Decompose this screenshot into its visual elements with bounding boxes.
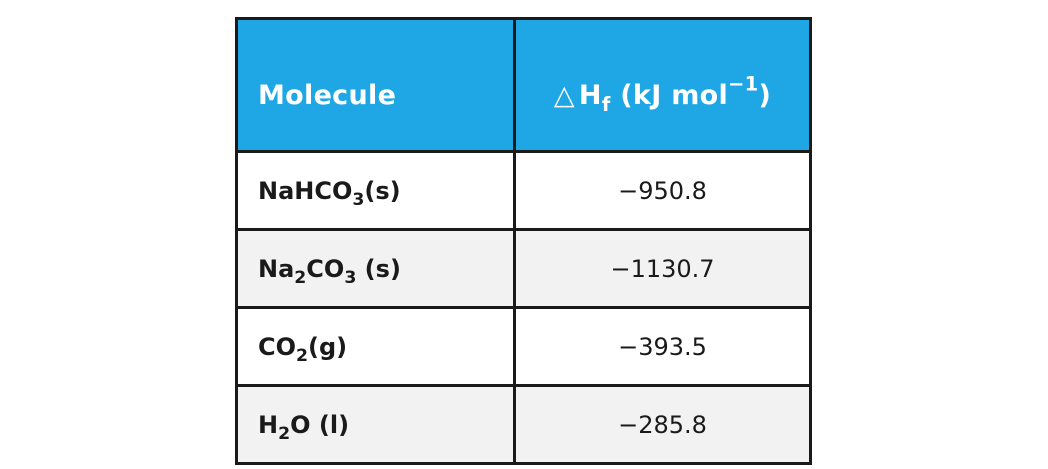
molecule-cell: Na2CO3 (s) bbox=[235, 228, 516, 309]
table-row: Na2CO3 (s) −1130.7 bbox=[235, 228, 812, 309]
molecule-cell: NaHCO3(s) bbox=[235, 150, 516, 231]
formula-subscript: 2 bbox=[296, 345, 309, 366]
formula-text: (s) bbox=[356, 254, 401, 283]
header-h-subscript: f bbox=[601, 92, 611, 116]
formula-text: H bbox=[258, 410, 279, 439]
header-h: H bbox=[578, 79, 602, 111]
table-row: CO2(g) −393.5 bbox=[235, 306, 812, 387]
header-molecule: Molecule bbox=[235, 17, 516, 153]
formula-subscript: 2 bbox=[278, 423, 291, 444]
formula-text: NaHCO bbox=[258, 176, 353, 205]
formula-subscript: 3 bbox=[352, 189, 365, 210]
table-row: H2O (l) −285.8 bbox=[235, 384, 812, 465]
formula-text: (s) bbox=[364, 176, 401, 205]
header-enthalpy: △ Hf (kJ mol−1) bbox=[513, 17, 812, 153]
formula-subscript: 2 bbox=[294, 267, 307, 288]
formula-text: CO bbox=[306, 254, 345, 283]
enthalpy-table-container: Molecule △ Hf (kJ mol−1) NaHCO3(s) −950.8 N… bbox=[235, 17, 812, 465]
enthalpy-value-cell: −393.5 bbox=[513, 306, 812, 387]
formula-text: CO bbox=[258, 332, 297, 361]
header-units-open: (kJ mol bbox=[620, 79, 729, 111]
formula-text: Na bbox=[258, 254, 295, 283]
enthalpy-value-cell: −1130.7 bbox=[513, 228, 812, 309]
enthalpy-value-cell: −285.8 bbox=[513, 384, 812, 465]
enthalpy-value-cell: −950.8 bbox=[513, 150, 812, 231]
header-units-superscript: −1 bbox=[728, 71, 759, 95]
formula-text: O (l) bbox=[290, 410, 350, 439]
molecule-cell: H2O (l) bbox=[235, 384, 516, 465]
molecule-cell: CO2(g) bbox=[235, 306, 516, 387]
header-units-close: ) bbox=[758, 79, 772, 111]
formula-text: (g) bbox=[308, 332, 348, 361]
formula-subscript: 3 bbox=[344, 267, 357, 288]
enthalpy-table: Molecule △ Hf (kJ mol−1) NaHCO3(s) −950.8 N… bbox=[235, 17, 812, 465]
table-header-row: Molecule △ Hf (kJ mol−1) bbox=[235, 17, 812, 153]
delta-symbol: △ bbox=[553, 79, 575, 111]
table-row: NaHCO3(s) −950.8 bbox=[235, 150, 812, 231]
